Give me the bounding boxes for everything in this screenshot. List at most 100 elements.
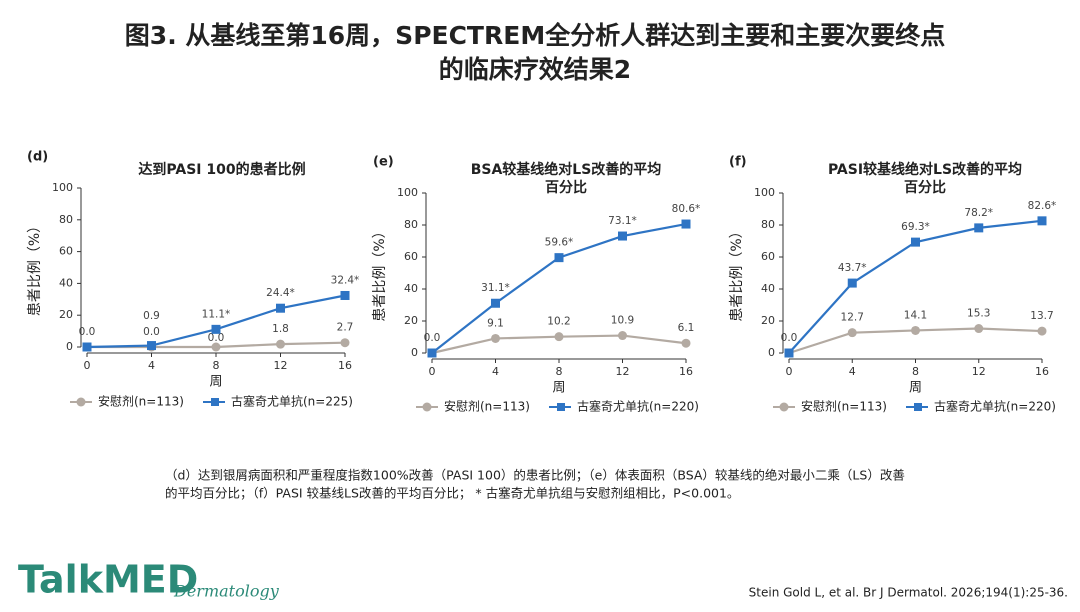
marker (147, 341, 156, 351)
y-axis-label: 患者比例（%） (729, 224, 745, 321)
marker (681, 219, 691, 229)
value-label: 0.0 (208, 332, 225, 344)
legend-label: 古塞奇尤单抗(n=225) (231, 394, 353, 409)
legend-label: 安慰剂(n=113) (444, 399, 530, 414)
marker (211, 324, 221, 334)
marker (82, 342, 92, 352)
chart-title: BSA较基线绝对LS改善的平均 (471, 161, 662, 178)
footnote: （d）达到银屑病面积和严重程度指数100%改善（PASI 100）的患者比例；（… (165, 468, 905, 483)
marker (491, 333, 500, 343)
x-tick-label: 0 (429, 365, 436, 378)
y-tick-label: 60 (59, 245, 73, 258)
x-tick-label: 4 (148, 359, 155, 372)
y-tick-label: 100 (754, 186, 775, 199)
value-label: 59.6* (545, 237, 574, 249)
value-label: 1.8 (272, 323, 289, 335)
value-label: 73.1* (608, 215, 637, 227)
marker (974, 324, 984, 334)
y-tick-label: 40 (761, 282, 775, 295)
y-tick-label: 0 (66, 340, 73, 353)
marker (340, 338, 350, 348)
x-tick-label: 0 (786, 365, 793, 378)
value-label: 14.1 (904, 309, 927, 321)
value-label: 78.2* (964, 207, 993, 219)
chart-title: PASI较基线绝对LS改善的平均 (828, 161, 1022, 178)
y-tick-label: 80 (59, 213, 73, 226)
x-tick-label: 0 (84, 359, 91, 372)
y-tick-label: 60 (761, 250, 775, 263)
value-label: 13.7 (1030, 310, 1053, 322)
value-label: 80.6* (672, 203, 701, 215)
value-label: 2.7 (337, 322, 354, 334)
x-tick-label: 8 (213, 359, 220, 372)
value-label: 9.1 (487, 317, 504, 329)
x-tick-label: 16 (1035, 365, 1049, 378)
value-label: 31.1* (481, 282, 510, 294)
panel-label: (d) (27, 150, 48, 165)
logo-sub: Dermatology (173, 582, 280, 601)
marker (618, 331, 627, 341)
footnote: 的平均百分比；（f）PASI 较基线LS改善的平均百分比； * 古塞奇尤单抗组与… (165, 486, 739, 501)
panel-label: (f) (729, 155, 747, 170)
value-label: 69.3* (901, 221, 930, 233)
legend-label: 古塞奇尤单抗(n=220) (934, 399, 1056, 414)
x-tick-label: 4 (492, 365, 499, 378)
marker (784, 348, 794, 358)
value-label: 15.3 (967, 308, 990, 320)
value-label: 0.0 (143, 326, 160, 338)
marker (491, 298, 500, 308)
marker (1037, 216, 1047, 226)
value-label: 0.9 (143, 310, 160, 322)
legend-marker (211, 398, 219, 406)
x-tick-label: 16 (679, 365, 693, 378)
value-label: 0.0 (781, 332, 798, 344)
marker (1037, 326, 1047, 336)
legend-marker (779, 402, 789, 412)
y-tick-label: 0 (411, 346, 418, 359)
marker (681, 338, 691, 348)
panel-label: (e) (373, 155, 394, 170)
value-label: 24.4* (266, 287, 295, 299)
marker (211, 342, 221, 352)
slide-title: 的临床疗效结果2 (439, 55, 631, 84)
x-axis-label: 周 (909, 381, 922, 396)
value-label: 0.0 (79, 326, 96, 338)
y-tick-label: 20 (761, 314, 775, 327)
x-tick-label: 12 (274, 359, 288, 372)
logo-brand: TalkMED (18, 558, 198, 602)
marker (847, 278, 857, 288)
marker (554, 253, 564, 263)
chart-title: 百分比 (904, 179, 946, 196)
legend-marker (914, 403, 922, 411)
value-label: 10.9 (611, 315, 634, 327)
y-tick-label: 80 (761, 218, 775, 231)
legend-label: 安慰剂(n=113) (801, 399, 887, 414)
x-tick-label: 16 (338, 359, 352, 372)
marker (618, 231, 627, 241)
y-tick-label: 0 (768, 346, 775, 359)
x-tick-label: 8 (556, 365, 563, 378)
value-label: 82.6* (1028, 200, 1057, 212)
marker (340, 290, 350, 300)
value-label: 43.7* (838, 262, 867, 274)
chart-title: 达到PASI 100的患者比例 (138, 161, 305, 178)
y-tick-label: 80 (404, 218, 418, 231)
marker (974, 223, 984, 233)
x-axis-label: 周 (209, 375, 222, 390)
y-axis-label: 患者比例（%） (372, 224, 388, 321)
y-tick-label: 100 (52, 181, 73, 194)
marker (427, 348, 437, 358)
marker (847, 328, 857, 338)
slide-title: 图3. 从基线至第16周，SPECTREM全分析人群达到主要和主要次要终点 (125, 21, 945, 50)
y-axis-label: 患者比例（%） (27, 219, 43, 316)
y-tick-label: 40 (59, 276, 73, 289)
legend-marker (422, 402, 432, 412)
value-label: 12.7 (841, 312, 864, 324)
legend-label: 安慰剂(n=113) (98, 394, 184, 409)
value-label: 32.4* (331, 274, 360, 286)
value-label: 6.1 (678, 322, 695, 334)
legend-label: 古塞奇尤单抗(n=220) (577, 399, 699, 414)
citation: Stein Gold L, et al. Br J Dermatol. 2026… (749, 586, 1068, 600)
value-label: 0.0 (424, 332, 441, 344)
